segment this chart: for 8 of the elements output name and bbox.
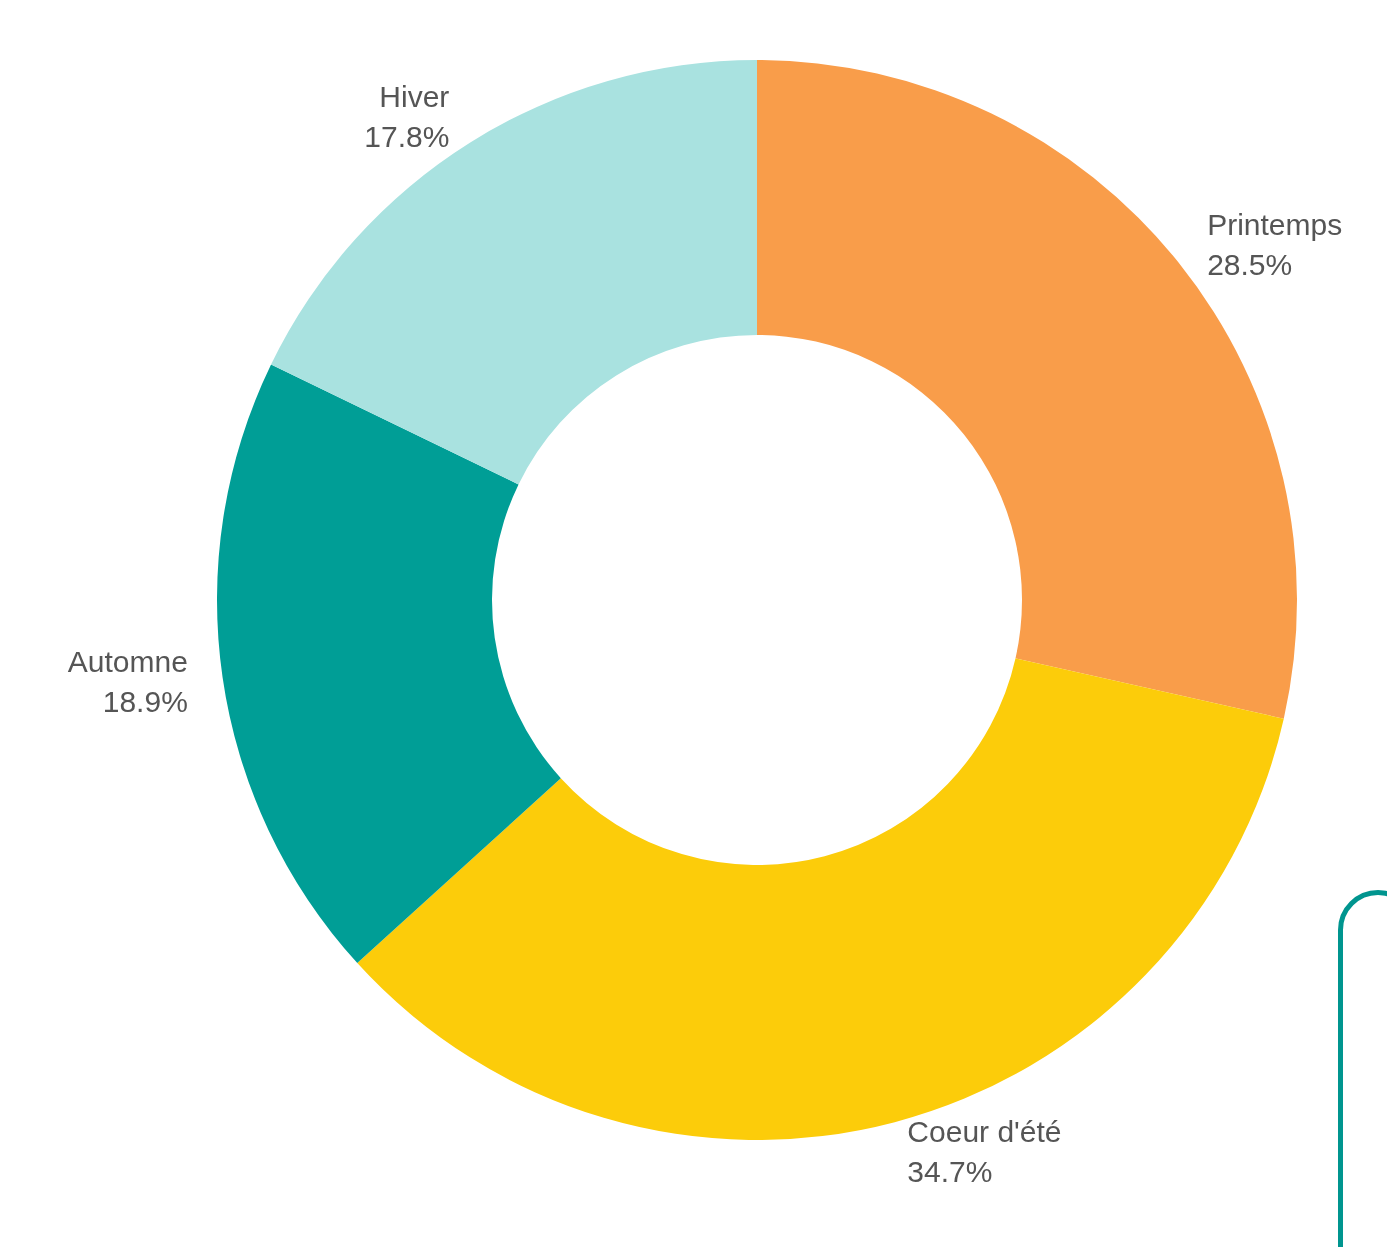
slice-label: Printemps bbox=[1207, 207, 1343, 241]
data-label: 18.9% bbox=[102, 684, 188, 718]
data-label: 28.5% bbox=[1207, 247, 1293, 281]
data-label: 34.7% bbox=[907, 1154, 993, 1188]
slice-label: Hiver bbox=[379, 80, 450, 114]
data-label: 17.8% bbox=[364, 120, 450, 154]
slice-label: Automne bbox=[67, 644, 188, 678]
slice-label: Coeur d'été bbox=[907, 1114, 1062, 1148]
